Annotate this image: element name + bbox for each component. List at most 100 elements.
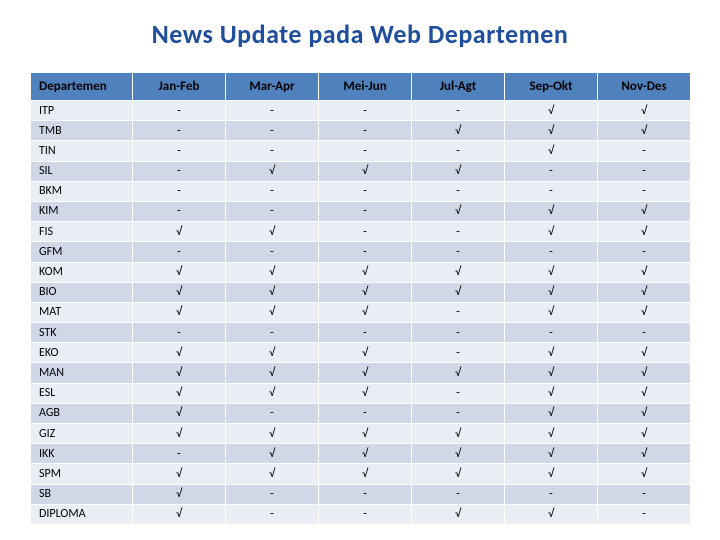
value-cell: - <box>412 343 505 363</box>
value-cell: √ <box>133 424 226 444</box>
value-cell: √ <box>505 302 598 322</box>
value-cell: √ <box>505 101 598 121</box>
dept-cell: STK <box>31 323 133 343</box>
value-cell: √ <box>133 282 226 302</box>
value-cell: - <box>226 141 319 161</box>
dept-cell: FIS <box>31 222 133 242</box>
value-cell: - <box>133 323 226 343</box>
value-cell: √ <box>319 302 412 322</box>
value-cell: - <box>226 484 319 504</box>
value-cell: √ <box>505 363 598 383</box>
dept-cell: TIN <box>31 141 133 161</box>
table-row: AGB√---√√ <box>31 403 691 423</box>
value-cell: √ <box>133 262 226 282</box>
value-cell: - <box>226 504 319 524</box>
value-cell: √ <box>226 444 319 464</box>
value-cell: - <box>133 101 226 121</box>
value-cell: √ <box>412 201 505 221</box>
table-row: EKO√√√-√√ <box>31 343 691 363</box>
value-cell: √ <box>505 121 598 141</box>
value-cell: - <box>319 222 412 242</box>
table-row: GFM------ <box>31 242 691 262</box>
dept-cell: KIM <box>31 201 133 221</box>
value-cell: √ <box>226 262 319 282</box>
dept-cell: ITP <box>31 101 133 121</box>
value-cell: - <box>226 121 319 141</box>
dept-cell: SIL <box>31 161 133 181</box>
value-cell: √ <box>226 343 319 363</box>
table-row: ITP----√√ <box>31 101 691 121</box>
value-cell: - <box>133 201 226 221</box>
value-cell: √ <box>598 302 691 322</box>
value-cell: √ <box>505 141 598 161</box>
table-row: MAN√√√√√√ <box>31 363 691 383</box>
value-cell: - <box>133 161 226 181</box>
value-cell: - <box>412 101 505 121</box>
column-header: Mei-Jun <box>319 73 412 101</box>
value-cell: √ <box>505 444 598 464</box>
value-cell: - <box>598 161 691 181</box>
value-cell: √ <box>505 403 598 423</box>
table-row: BKM------ <box>31 181 691 201</box>
value-cell: - <box>598 504 691 524</box>
value-cell: √ <box>319 161 412 181</box>
dept-cell: KOM <box>31 262 133 282</box>
value-cell: √ <box>226 222 319 242</box>
dept-cell: TMB <box>31 121 133 141</box>
value-cell: √ <box>319 444 412 464</box>
page-title: News Update pada Web Departemen <box>30 18 690 50</box>
table-row: SB√----- <box>31 484 691 504</box>
value-cell: √ <box>505 201 598 221</box>
value-cell: - <box>226 403 319 423</box>
value-cell: √ <box>412 161 505 181</box>
value-cell: √ <box>598 262 691 282</box>
value-cell: - <box>505 181 598 201</box>
value-cell: - <box>133 141 226 161</box>
value-cell: √ <box>598 444 691 464</box>
column-header: Sep-Okt <box>505 73 598 101</box>
table-row: SPM√√√√√√ <box>31 464 691 484</box>
dept-cell: GIZ <box>31 424 133 444</box>
value-cell: - <box>598 484 691 504</box>
value-cell: - <box>319 201 412 221</box>
value-cell: √ <box>598 403 691 423</box>
value-cell: - <box>133 444 226 464</box>
value-cell: √ <box>319 464 412 484</box>
value-cell: - <box>412 323 505 343</box>
value-cell: √ <box>598 121 691 141</box>
value-cell: √ <box>226 161 319 181</box>
value-cell: √ <box>598 343 691 363</box>
value-cell: - <box>412 242 505 262</box>
column-header: Departemen <box>31 73 133 101</box>
value-cell: √ <box>505 424 598 444</box>
table-row: MAT√√√-√√ <box>31 302 691 322</box>
dept-cell: IKK <box>31 444 133 464</box>
value-cell: √ <box>319 262 412 282</box>
value-cell: √ <box>412 504 505 524</box>
value-cell: √ <box>505 222 598 242</box>
value-cell: √ <box>598 282 691 302</box>
value-cell: √ <box>412 444 505 464</box>
value-cell: - <box>319 323 412 343</box>
value-cell: √ <box>319 383 412 403</box>
dept-cell: DIPLOMA <box>31 504 133 524</box>
value-cell: - <box>319 403 412 423</box>
value-cell: √ <box>133 464 226 484</box>
value-cell: √ <box>133 504 226 524</box>
value-cell: √ <box>598 363 691 383</box>
value-cell: √ <box>505 383 598 403</box>
value-cell: - <box>412 403 505 423</box>
value-cell: - <box>505 161 598 181</box>
value-cell: √ <box>412 363 505 383</box>
value-cell: - <box>319 101 412 121</box>
table-row: FIS√√--√√ <box>31 222 691 242</box>
dept-cell: MAN <box>31 363 133 383</box>
value-cell: - <box>133 242 226 262</box>
value-cell: - <box>505 242 598 262</box>
value-cell: √ <box>319 363 412 383</box>
value-cell: √ <box>598 424 691 444</box>
dept-cell: SB <box>31 484 133 504</box>
dept-cell: BIO <box>31 282 133 302</box>
value-cell: √ <box>319 424 412 444</box>
dept-cell: EKO <box>31 343 133 363</box>
